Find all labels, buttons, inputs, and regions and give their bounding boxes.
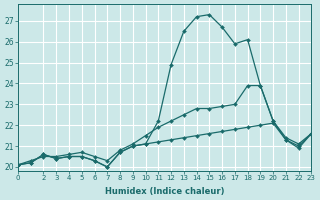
X-axis label: Humidex (Indice chaleur): Humidex (Indice chaleur) [105, 187, 224, 196]
